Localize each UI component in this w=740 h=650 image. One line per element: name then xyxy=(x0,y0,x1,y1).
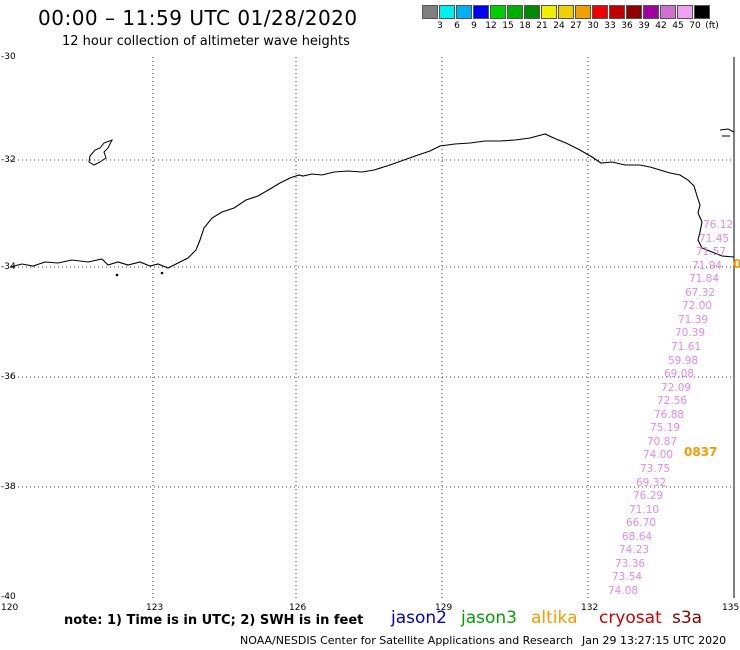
legend-label: 6 xyxy=(454,21,460,31)
swh-value: 72.56 xyxy=(657,395,688,407)
swh-value: 67.32 xyxy=(685,287,716,299)
swh-value: 69.08 xyxy=(664,368,695,380)
swh-value: 71.45 xyxy=(699,233,730,245)
legend-labels: 3 6 9 12 15 18 21 24 27 30 33 36 39 42 45 70 (ft) xyxy=(422,19,719,33)
footer-credit: NOAA/NESDIS Center for Satellite Applica… xyxy=(240,634,574,647)
sat-label-s3a: s3a xyxy=(672,608,703,628)
lat-label: -32 xyxy=(1,155,16,165)
legend-label: 30 xyxy=(587,21,599,31)
swh-value: 71.57 xyxy=(696,246,727,258)
legend-swatch xyxy=(456,5,472,19)
legend-swatch xyxy=(694,5,710,19)
page-title: 00:00 – 11:59 UTC 01/28/2020 xyxy=(38,6,358,30)
swh-value: 59.98 xyxy=(668,355,699,367)
swh-value: 70.39 xyxy=(675,327,706,339)
swh-value: 73.36 xyxy=(615,558,646,570)
lon-label: 129 xyxy=(435,603,453,613)
legend-swatches xyxy=(422,5,711,19)
pass-time-edge-label: 0 xyxy=(733,257,740,271)
legend-label: 21 xyxy=(536,21,548,31)
swh-value: 70.87 xyxy=(647,436,678,448)
legend-swatch xyxy=(439,5,455,19)
legend-label: 42 xyxy=(655,21,667,31)
lat-label: -40 xyxy=(1,592,16,602)
legend-label: 15 xyxy=(502,21,514,31)
legend-swatch xyxy=(575,5,591,19)
swh-value: 76.12 xyxy=(703,219,734,231)
swh-value: 74.08 xyxy=(608,585,639,597)
legend-label: 33 xyxy=(604,21,616,31)
legend-label: 9 xyxy=(471,21,477,31)
color-legend: 3 6 9 12 15 18 21 24 27 30 33 36 39 42 45 70 (ft) xyxy=(422,5,719,33)
sat-label-cryosat: cryosat xyxy=(599,608,662,628)
legend-label: 39 xyxy=(638,21,650,31)
swh-value: 69.32 xyxy=(636,477,667,489)
lon-label: 120 xyxy=(1,603,19,613)
swh-value: 73.75 xyxy=(640,463,671,475)
swh-value: 76.29 xyxy=(633,490,664,502)
swh-value: 71.39 xyxy=(678,314,709,326)
pass-time-label: 0837 xyxy=(684,445,718,459)
islet-marker xyxy=(160,271,164,275)
legend-label: 70 xyxy=(689,21,701,31)
sat-label-jason3: jason3 xyxy=(461,608,517,628)
legend-label: 3 xyxy=(437,21,443,31)
graticule xyxy=(10,57,734,598)
legend-swatch xyxy=(490,5,506,19)
swh-value: 71.94 xyxy=(692,260,723,272)
legend-swatch xyxy=(626,5,642,19)
lon-label: 135 xyxy=(722,603,740,613)
page-subtitle: 12 hour collection of altimeter wave hei… xyxy=(62,34,350,49)
legend-label: 12 xyxy=(485,21,497,31)
island-outline xyxy=(88,139,114,166)
legend-swatch xyxy=(592,5,608,19)
legend-swatch xyxy=(541,5,557,19)
swh-value: 74.00 xyxy=(643,449,674,461)
footer-note: note: 1) Time is in UTC; 2) SWH is in fe… xyxy=(64,613,364,628)
lat-label: -34 xyxy=(1,262,16,272)
legend-label: 27 xyxy=(570,21,582,31)
legend-unit: (ft) xyxy=(705,21,719,31)
legend-label: 36 xyxy=(621,21,633,31)
legend-swatch xyxy=(558,5,574,19)
swh-value: 68.64 xyxy=(622,531,653,543)
swh-value: 72.09 xyxy=(661,382,692,394)
legend-swatch xyxy=(473,5,489,19)
legend-label: 24 xyxy=(553,21,565,31)
swh-value: 73.54 xyxy=(612,571,643,583)
legend-swatch xyxy=(609,5,625,19)
coast-fragment xyxy=(719,128,735,137)
swh-value: 74.23 xyxy=(619,544,650,556)
lon-label: 126 xyxy=(289,603,307,613)
swh-value: 72.00 xyxy=(682,300,713,312)
footer-timestamp: Jan 29 13:27:15 UTC 2020 xyxy=(582,634,727,647)
legend-swatch xyxy=(643,5,659,19)
legend-swatch xyxy=(677,5,693,19)
swh-value: 76.88 xyxy=(654,409,685,421)
legend-swatch xyxy=(524,5,540,19)
legend-label: 45 xyxy=(672,21,684,31)
sat-label-jason2: jason2 xyxy=(391,608,447,628)
lat-label: -30 xyxy=(1,52,16,62)
swh-value: 71.84 xyxy=(689,273,720,285)
swh-value: 75.19 xyxy=(650,422,681,434)
legend-label: 18 xyxy=(519,21,531,31)
lon-label: 132 xyxy=(581,603,599,613)
sat-label-altika: altika xyxy=(531,608,578,628)
legend-swatch xyxy=(422,5,438,19)
australia-coastline xyxy=(9,133,735,269)
islet-marker xyxy=(115,273,119,277)
lat-label: -36 xyxy=(1,372,16,382)
swh-value: 71.61 xyxy=(671,341,702,353)
legend-swatch xyxy=(660,5,676,19)
lon-label: 123 xyxy=(146,603,164,613)
lat-label: -38 xyxy=(1,482,16,492)
legend-swatch xyxy=(507,5,523,19)
swh-value: 66.70 xyxy=(626,517,657,529)
swh-value: 71.10 xyxy=(629,504,660,516)
